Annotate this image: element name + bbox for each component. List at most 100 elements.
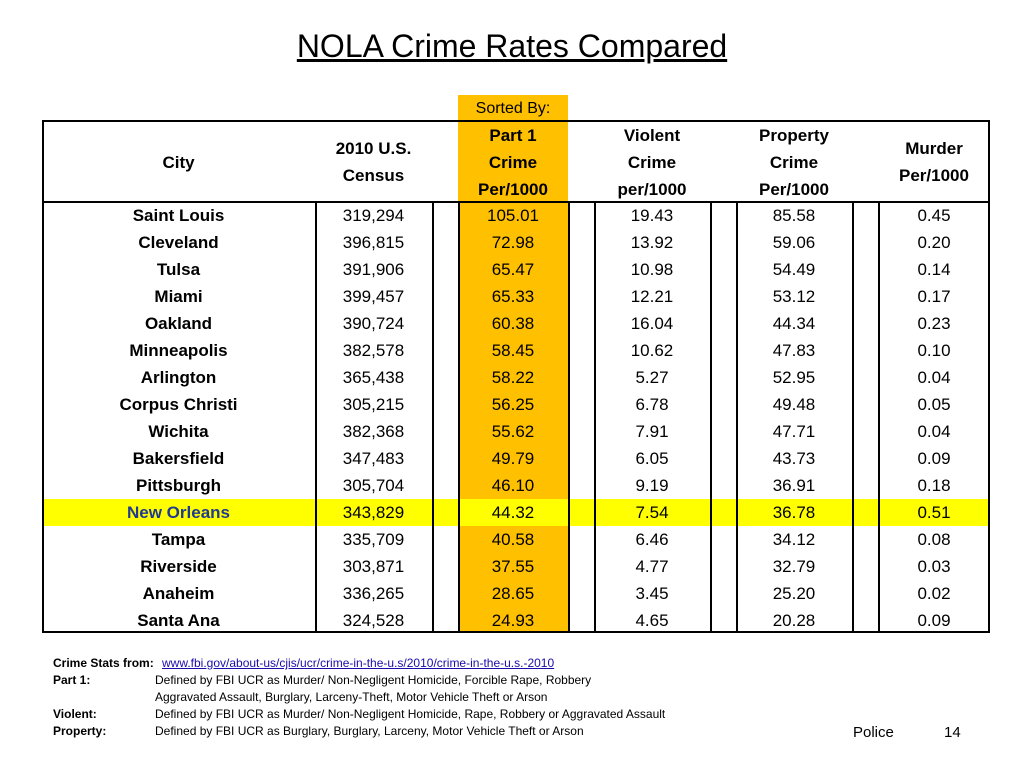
header-line: Crime [627, 152, 677, 172]
value-cell: 7.54 [635, 502, 669, 522]
column-rule [594, 203, 596, 631]
value-cell: 72.98 [491, 232, 535, 252]
city-cell: New Orleans [127, 502, 230, 522]
value-cell: 319,294 [342, 205, 405, 225]
value-cell: 10.98 [630, 259, 674, 279]
header-line: Crime [488, 152, 538, 172]
value-cell: 46.10 [491, 475, 535, 495]
city-cell: Tulsa [156, 259, 201, 279]
value-cell: 43.73 [772, 448, 816, 468]
value-cell: 382,578 [342, 340, 405, 360]
value-cell: 4.77 [635, 556, 669, 576]
note-text: Aggravated Assault, Burglary, Larceny-Th… [155, 690, 548, 704]
value-cell: 0.17 [917, 286, 951, 306]
column-rule [710, 203, 712, 631]
note-text: Defined by FBI UCR as Murder/ Non-Neglig… [155, 673, 592, 687]
city-cell: Oakland [144, 313, 213, 333]
value-cell: 54.49 [772, 259, 816, 279]
note-label: Part 1: [53, 673, 91, 687]
city-cell: Wichita [148, 421, 209, 441]
value-cell: 44.32 [491, 502, 535, 522]
value-cell: 13.92 [630, 232, 674, 252]
city-cell: Miami [154, 286, 203, 306]
value-cell: 399,457 [342, 286, 405, 306]
value-cell: 0.04 [917, 421, 951, 441]
note-text: Defined by FBI UCR as Murder/ Non-Neglig… [155, 707, 666, 721]
value-cell: 19.43 [630, 205, 674, 225]
value-cell: 0.03 [917, 556, 951, 576]
value-cell: 9.19 [635, 475, 669, 495]
value-cell: 7.91 [635, 421, 669, 441]
column-header: 2010 U.S. Census [315, 122, 432, 202]
value-cell: 85.58 [772, 205, 816, 225]
highlight-row [44, 499, 988, 526]
value-cell: 0.02 [917, 583, 951, 603]
value-cell: 0.05 [917, 394, 951, 414]
value-cell: 53.12 [772, 286, 816, 306]
city-cell: Tampa [151, 529, 206, 549]
value-cell: 324,528 [342, 610, 405, 630]
header-line: Property [759, 125, 829, 145]
value-cell: 58.22 [491, 367, 535, 387]
value-cell: 65.33 [491, 286, 535, 306]
column-rule [568, 203, 570, 631]
value-cell: 347,483 [342, 448, 405, 468]
city-cell: Corpus Christi [119, 394, 238, 414]
value-cell: 0.04 [917, 367, 951, 387]
value-cell: 0.20 [917, 232, 951, 252]
value-cell: 343,829 [342, 502, 405, 522]
column-header: Property Crime Per/1000 [736, 122, 852, 202]
note-label: Property: [53, 724, 107, 738]
city-cell: Santa Ana [137, 610, 220, 630]
value-cell: 0.08 [917, 529, 951, 549]
value-cell: 37.55 [491, 556, 535, 576]
header-line: Per/1000 [478, 179, 548, 199]
column-header: Murder Per/1000 [878, 122, 990, 202]
value-cell: 32.79 [772, 556, 816, 576]
value-cell: 6.05 [635, 448, 669, 468]
value-cell: 336,265 [342, 583, 405, 603]
value-cell: 65.47 [491, 259, 535, 279]
note-label: Crime Stats from: [53, 656, 154, 670]
sorted-column [458, 95, 568, 633]
value-cell: 0.09 [917, 448, 951, 468]
value-cell: 6.78 [635, 394, 669, 414]
value-cell: 390,724 [342, 313, 405, 333]
column-header: Part 1 Crime Per/1000 [458, 122, 568, 202]
city-cell: Anaheim [142, 583, 215, 603]
value-cell: 0.45 [917, 205, 951, 225]
value-cell: 305,215 [342, 394, 405, 414]
slide-title: NOLA Crime Rates Compared [296, 28, 728, 64]
sorted-by-label: Sorted By: [475, 100, 551, 117]
city-cell: Saint Louis [132, 205, 225, 225]
value-cell: 36.78 [772, 502, 816, 522]
value-cell: 58.45 [491, 340, 535, 360]
note-label: Violent: [53, 707, 97, 721]
value-cell: 396,815 [342, 232, 405, 252]
value-cell: 49.79 [491, 448, 535, 468]
value-cell: 25.20 [772, 583, 816, 603]
header-line: City [162, 152, 195, 172]
header-line: Part 1 [489, 125, 537, 145]
header-line: Violent [623, 125, 681, 145]
column-rule [736, 203, 738, 631]
table [42, 120, 990, 633]
city-cell: Pittsburgh [136, 475, 221, 495]
value-cell: 391,906 [342, 259, 405, 279]
column-rule [852, 203, 854, 631]
value-cell: 105.01 [487, 205, 539, 225]
header-line: Per/1000 [759, 179, 829, 199]
column-rule [432, 203, 434, 631]
column-header: Violent Crime per/1000 [594, 122, 710, 202]
value-cell: 52.95 [772, 367, 816, 387]
value-cell: 305,704 [342, 475, 405, 495]
header-line: per/1000 [617, 179, 687, 199]
value-cell: 0.14 [917, 259, 951, 279]
value-cell: 60.38 [491, 313, 535, 333]
value-cell: 44.34 [772, 313, 816, 333]
value-cell: 24.93 [491, 610, 535, 630]
value-cell: 34.12 [772, 529, 816, 549]
city-cell: Arlington [140, 367, 217, 387]
value-cell: 47.71 [772, 421, 816, 441]
